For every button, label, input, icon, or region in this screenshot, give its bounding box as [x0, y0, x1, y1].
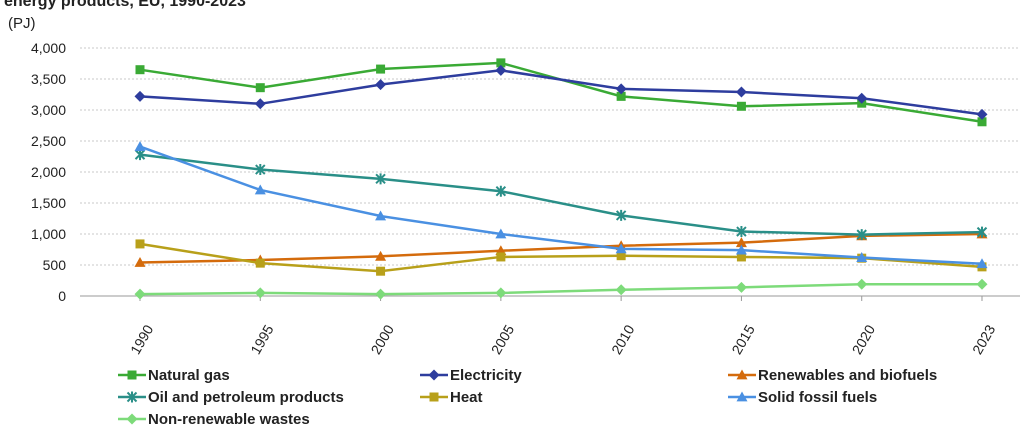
data-point [134, 288, 146, 300]
data-point [976, 258, 988, 269]
legend-marker [127, 370, 137, 380]
data-point [375, 210, 387, 221]
x-tick-label: 1990 [127, 322, 157, 357]
legend-label: Solid fossil fuels [758, 389, 877, 406]
data-point [255, 258, 265, 268]
data-point [735, 86, 747, 98]
data-point [375, 288, 387, 300]
y-tick-label: 1,000 [31, 226, 66, 242]
legend-marker [736, 369, 748, 380]
data-point [856, 92, 868, 104]
data-point [134, 90, 146, 102]
y-tick-label: 0 [58, 288, 66, 304]
data-point [735, 281, 747, 293]
data-point [375, 173, 386, 185]
data-point [375, 79, 387, 91]
x-tick-label: 2010 [608, 322, 638, 357]
data-point [255, 83, 265, 93]
series-line [139, 242, 983, 273]
data-point [615, 284, 627, 296]
data-point [976, 278, 988, 290]
series-line [139, 282, 982, 296]
data-point [735, 237, 747, 248]
data-point [254, 184, 266, 195]
legend-marker [126, 413, 138, 425]
x-tick-label: 2023 [969, 322, 999, 357]
data-point [496, 58, 506, 68]
data-point [376, 266, 386, 276]
data-point [736, 252, 746, 262]
y-tick-label: 500 [43, 257, 67, 273]
data-point [736, 226, 747, 238]
data-point [616, 91, 626, 101]
x-tick-label: 2000 [368, 322, 398, 357]
data-point [255, 164, 266, 176]
data-point [977, 117, 987, 127]
data-point [856, 278, 868, 290]
data-point [495, 287, 507, 299]
y-tick-label: 3,500 [31, 71, 66, 87]
series-line [139, 69, 983, 116]
data-point [135, 239, 145, 249]
data-point [254, 98, 266, 110]
data-point [616, 251, 626, 261]
data-point [135, 65, 145, 75]
legend-label: Oil and petroleum products [148, 389, 344, 406]
y-tick-label: 1,500 [31, 195, 66, 211]
legend-label: Renewables and biofuels [758, 367, 937, 384]
data-point [735, 244, 747, 255]
legend-label: Natural gas [148, 367, 230, 384]
chart-title-fragment: energy products, EU, 1990-2023 [4, 0, 246, 10]
series-line [139, 145, 983, 266]
data-point [495, 64, 507, 76]
data-point [495, 185, 507, 197]
legend-marker [736, 391, 748, 402]
legend-marker [126, 391, 138, 403]
x-tick-label: 1995 [247, 322, 277, 357]
x-tick-label: 2020 [849, 322, 879, 357]
x-tick-label: 2015 [728, 322, 758, 357]
data-point [976, 226, 988, 238]
x-tick-label: 2005 [488, 322, 518, 357]
data-point [254, 287, 266, 299]
data-point [976, 108, 988, 120]
data-point [376, 64, 386, 74]
data-point [736, 101, 746, 111]
y-tick-label: 2,000 [31, 164, 66, 180]
data-point [615, 83, 627, 95]
series-line [139, 153, 983, 236]
y-tick-label: 3,000 [31, 102, 66, 118]
data-point [615, 209, 627, 221]
data-point [134, 141, 146, 151]
data-point [134, 257, 146, 267]
data-point [856, 229, 867, 241]
data-point [615, 243, 627, 254]
legend-marker [428, 369, 440, 381]
unit-label: (PJ) [8, 15, 36, 32]
y-tick-label: 2,500 [31, 133, 66, 149]
series-line [139, 61, 983, 124]
data-point [496, 252, 506, 262]
data-point [495, 228, 507, 239]
data-point [375, 250, 387, 261]
series-line [139, 232, 983, 264]
data-point [856, 252, 868, 262]
legend-label: Electricity [450, 367, 522, 384]
legend-label: Non-renewable wastes [148, 411, 310, 428]
legend-marker [429, 392, 439, 402]
legend-label: Heat [450, 389, 483, 406]
y-tick-label: 4,000 [31, 40, 66, 56]
